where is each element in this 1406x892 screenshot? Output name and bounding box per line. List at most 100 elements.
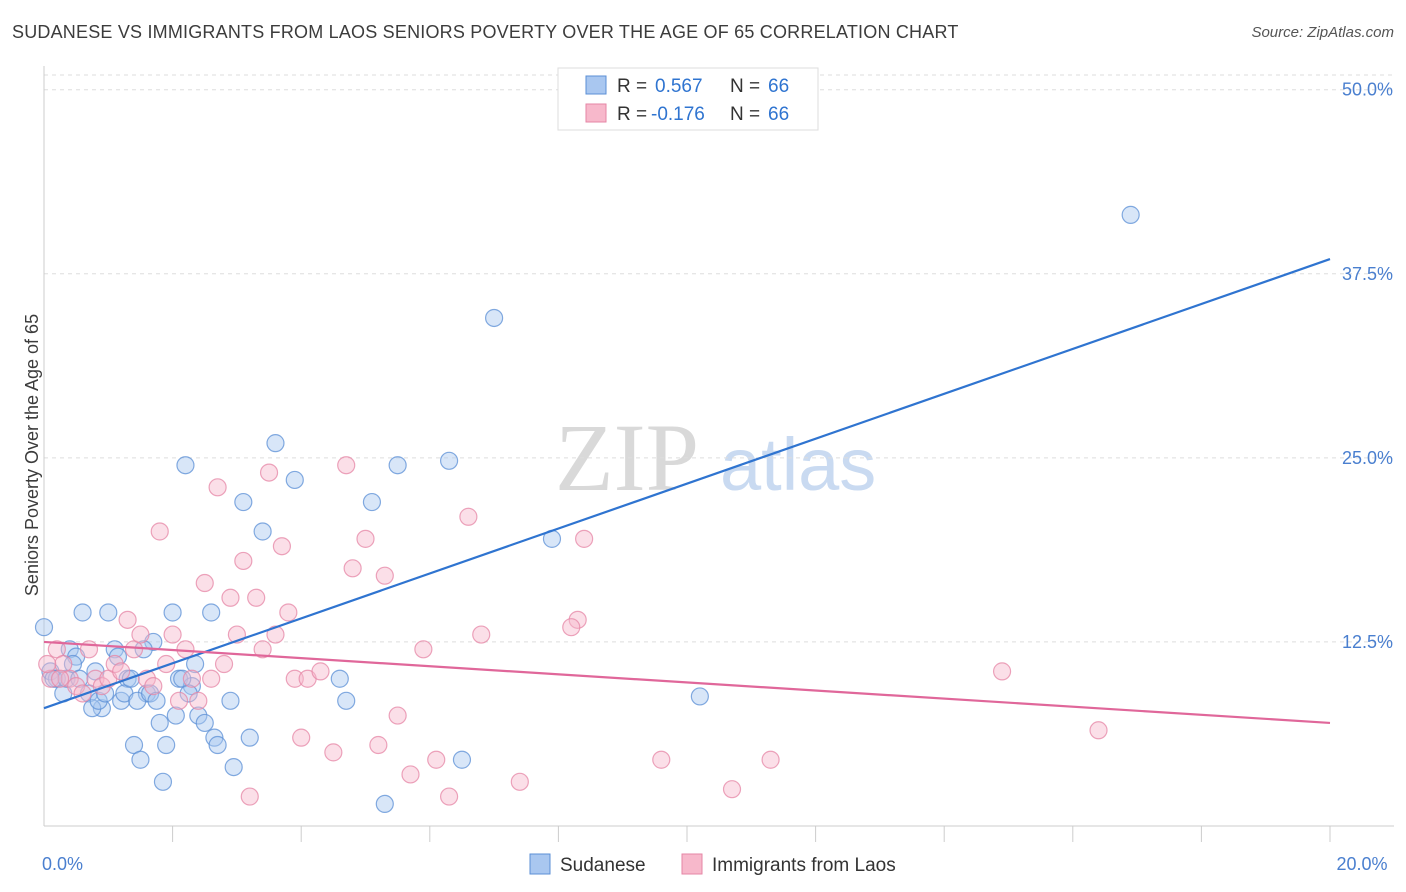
sudanese-point-31 [240,728,259,747]
legend-top-n-value-2: 66 [768,104,789,125]
legend-top-r-value-2: -0.176 [651,104,705,125]
legend-top-n-value-1: 66 [768,76,789,97]
x-tick-label-1: 20.0% [1336,854,1387,874]
sudanese-point-18 [153,772,173,791]
sudanese-point-36 [330,669,349,688]
legend-bottom: Sudanese Immigrants from Laos [529,853,896,876]
watermark-atlas: atlas [720,423,876,506]
y-axis-title: Seniors Poverty Over the Age of 65 [22,314,42,596]
laos-point-50 [414,640,433,659]
sudanese-point-42 [452,750,472,769]
laos-point-53 [459,507,478,526]
laos-point-23 [189,691,208,710]
sudanese-trend-line [43,258,1331,710]
y-tick-label-3: 50.0% [1342,80,1393,100]
legend-bottom-label-sudanese: Sudanese [560,855,646,876]
sudanese-point-52 [83,699,102,718]
points-layer [34,205,1140,814]
laos-point-24 [195,573,214,593]
laos-point-11 [112,662,131,681]
legend-top-r-label-2: R = [617,104,647,125]
legend-top-r-label-1: R = [617,76,647,97]
laos-point-0 [41,669,60,688]
laos-point-20 [169,691,189,710]
sudanese-point-14 [131,750,150,769]
laos-point-32 [247,588,266,607]
laos-point-25 [202,669,221,688]
laos-point-33 [253,640,272,659]
sudanese-point-61 [147,691,166,710]
sudanese-point-53 [89,691,108,710]
sudanese-point-47 [34,618,54,637]
y-tick-label-1: 25.0% [1342,448,1393,468]
sudanese-point-38 [362,492,382,512]
laos-point-26 [208,478,227,497]
sudanese-point-64 [179,684,198,703]
chart-title: SUDANESE VS IMMIGRANTS FROM LAOS SENIORS… [12,22,959,42]
laos-point-48 [388,706,407,725]
sudanese-point-34 [266,434,285,453]
sudanese-point-43 [485,308,504,328]
laos-point-59 [652,750,671,769]
sudanese-point-40 [388,456,407,475]
sudanese-point-29 [224,757,243,777]
sudanese-point-30 [221,691,240,710]
laos-point-56 [575,529,594,548]
legend-top: R = 0.567 N = 66 R = -0.176 N = 66 [557,67,819,131]
sudanese-point-41 [439,451,459,470]
sudanese-point-22 [176,456,195,475]
laos-point-37 [279,603,298,622]
laos-point-65 [50,669,70,688]
laos-point-44 [343,559,362,578]
sudanese-point-20 [163,603,182,622]
laos-point-4 [67,677,86,696]
laos-point-57 [568,610,587,629]
sudanese-point-39 [375,794,394,814]
laos-point-21 [176,640,195,659]
laos-point-38 [285,669,304,688]
laos-point-12 [118,610,137,629]
sudanese-point-33 [253,522,272,541]
laos-point-42 [324,743,343,762]
sudanese-point-46 [1121,205,1140,224]
laos-point-16 [144,677,163,696]
laos-point-35 [266,625,285,644]
axis-layer: 12.5% 25.0% 37.5% 50.0% 0.0% 20.0% [42,66,1394,874]
laos-point-51 [427,750,446,769]
laos-point-58 [562,618,581,637]
trend-layer [43,258,1331,725]
laos-point-10 [105,654,124,674]
laos-point-49 [401,765,420,784]
laos-point-22 [182,669,201,688]
chart-source: Source: ZipAtlas.com [1251,24,1394,41]
legend-top-n-label-1: N = [730,76,760,97]
laos-point-55 [510,772,529,791]
laos-point-17 [150,522,169,541]
sudanese-point-62 [166,706,185,725]
legend-top-n-label-2: N = [730,104,760,125]
laos-point-43 [337,456,356,475]
laos-point-5 [73,684,92,703]
sudanese-point-35 [285,470,304,490]
legend-top-swatch-sudanese [585,75,607,95]
sudanese-point-26 [202,603,221,622]
sudanese-point-17 [150,713,169,733]
laos-point-27 [214,654,234,674]
y-tick-label-0: 12.5% [1342,632,1393,652]
legend-bottom-swatch-sudanese [529,853,551,875]
x-tick-label-0: 0.0% [42,854,83,874]
sudanese-point-45 [690,687,709,706]
laos-point-60 [722,780,742,799]
legend-top-r-value-1: 0.567 [655,76,703,97]
laos-point-28 [221,588,240,607]
laos-point-39 [292,728,311,747]
laos-point-47 [375,566,394,585]
laos-point-45 [356,529,375,548]
legend-bottom-swatch-laos [681,853,703,875]
sudanese-point-28 [208,735,227,755]
laos-point-52 [439,787,459,806]
laos-point-46 [369,735,388,755]
laos-point-31 [240,787,259,806]
